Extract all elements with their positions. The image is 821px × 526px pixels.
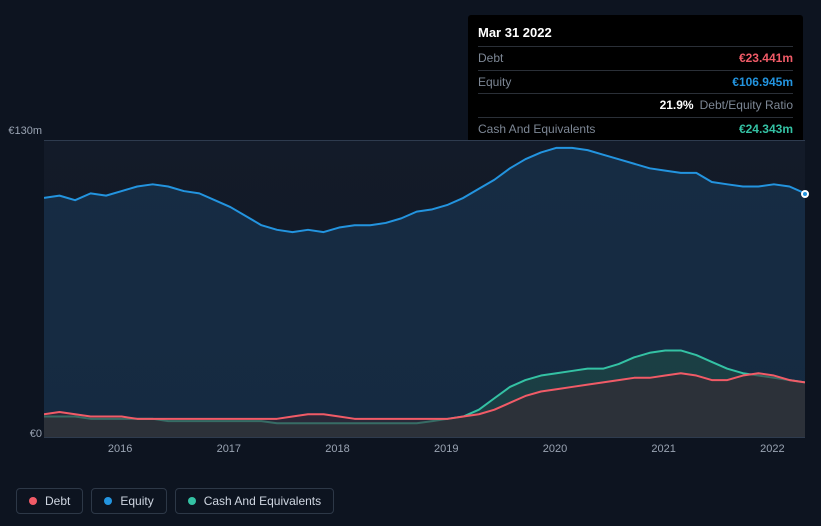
- y-tick-bottom: €0: [2, 428, 42, 440]
- x-tick: 2018: [325, 443, 349, 455]
- x-tick: 2019: [434, 443, 458, 455]
- chart-legend: Debt Equity Cash And Equivalents: [16, 488, 334, 514]
- x-tick: 2022: [760, 443, 784, 455]
- tooltip-date: Mar 31 2022: [478, 23, 793, 46]
- x-tick: 2020: [543, 443, 567, 455]
- tooltip-ratio-label: Debt/Equity Ratio: [700, 96, 793, 115]
- legend-item-equity[interactable]: Equity: [91, 488, 166, 514]
- chart-svg: [44, 141, 805, 437]
- legend-label: Cash And Equivalents: [204, 494, 321, 508]
- legend-swatch: [104, 497, 112, 505]
- legend-item-cash[interactable]: Cash And Equivalents: [175, 488, 334, 514]
- x-tick: 2021: [651, 443, 675, 455]
- legend-item-debt[interactable]: Debt: [16, 488, 83, 514]
- tooltip-row-value: €23.441m: [739, 49, 793, 68]
- x-tick: 2016: [108, 443, 132, 455]
- plot-area[interactable]: [44, 140, 805, 438]
- tooltip-row: Equity €106.945m: [478, 70, 793, 94]
- tooltip-ratio-pct: 21.9%: [660, 96, 694, 115]
- tooltip-row: Debt €23.441m: [478, 46, 793, 70]
- financials-area-chart[interactable]: €130m €0 2016201720182019202020212022: [16, 125, 805, 455]
- legend-label: Debt: [45, 494, 70, 508]
- y-tick-top: €130m: [2, 125, 42, 137]
- x-axis: 2016 2017 2018 2019 2020 2021 2022: [44, 443, 805, 463]
- tooltip-row-label: Equity: [478, 73, 511, 92]
- legend-swatch: [188, 497, 196, 505]
- legend-swatch: [29, 497, 37, 505]
- tooltip-ratio: 21.9% Debt/Equity Ratio: [478, 93, 793, 117]
- x-tick: 2017: [217, 443, 241, 455]
- tooltip-row-label: Debt: [478, 49, 503, 68]
- series-end-marker: [801, 190, 809, 198]
- legend-label: Equity: [120, 494, 153, 508]
- tooltip-row-value: €106.945m: [732, 73, 793, 92]
